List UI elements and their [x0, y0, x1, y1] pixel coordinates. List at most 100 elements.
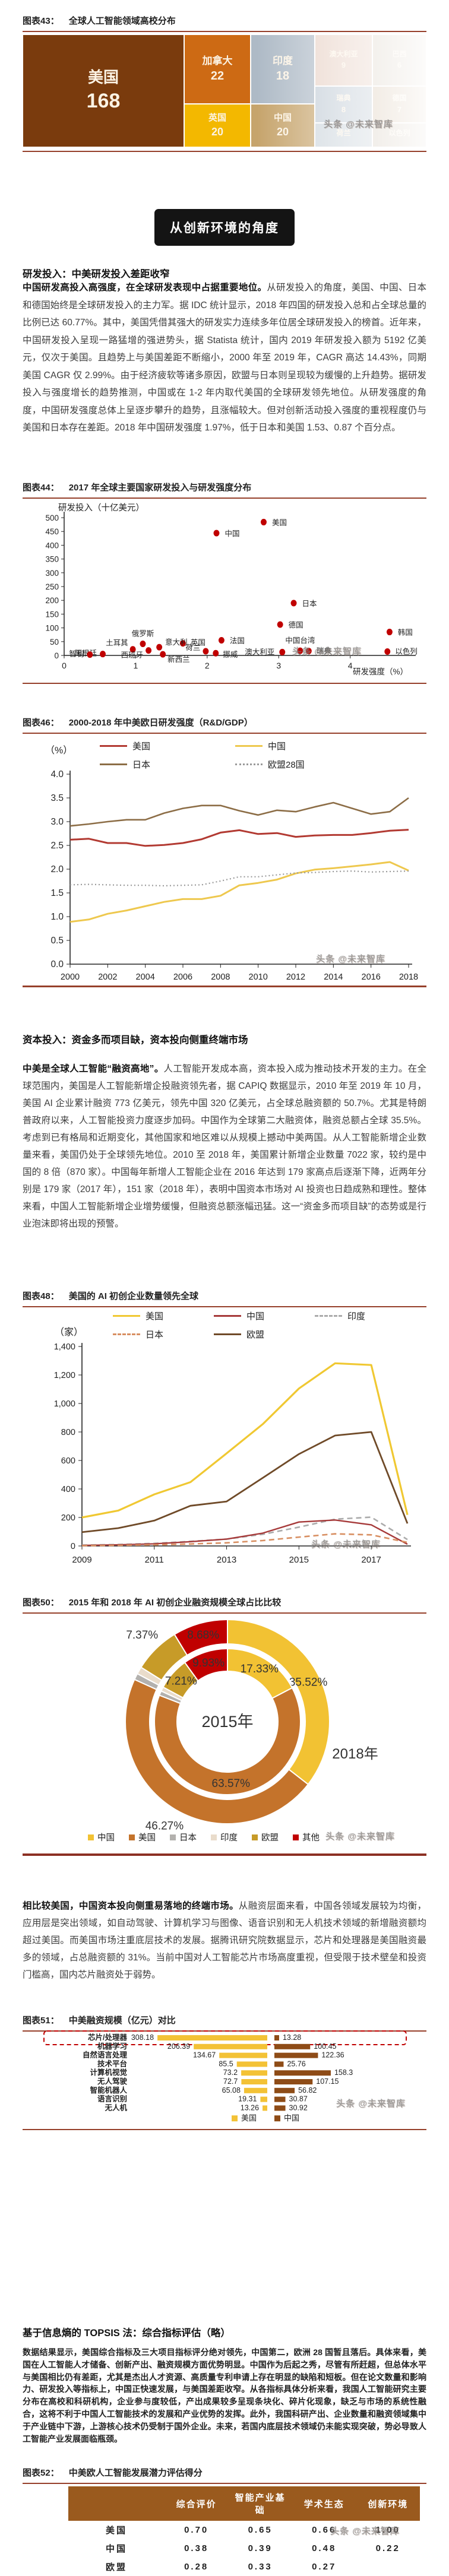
fig50-title-text: 2015 年和 2018 年 AI 初创企业融资规模全球占比比较	[68, 1598, 282, 1608]
svg-text:4.0: 4.0	[50, 769, 64, 780]
svg-text:智利: 智利	[69, 649, 84, 658]
svg-text:自然语言处理: 自然语言处理	[83, 2051, 128, 2059]
svg-text:72.7: 72.7	[223, 2077, 238, 2086]
legend-swatch	[113, 1333, 140, 1335]
svg-text:206.39: 206.39	[167, 2042, 190, 2051]
fig50-title: 图表50： 2015 年和 2018 年 AI 初创企业融资规模全球占比比较	[23, 1596, 426, 1614]
fig43-title: 图表43： 全球人工智能领域高校分布	[23, 14, 426, 32]
legend-swatch	[214, 1333, 241, 1335]
legend-swatch	[235, 745, 263, 747]
svg-text:新西兰: 新西兰	[167, 655, 190, 664]
table-cell: 0.66	[312, 2525, 337, 2535]
watermark: 头条 @未来智库	[311, 1539, 381, 1550]
table-cell: 0.39	[248, 2543, 273, 2553]
legend-swatch	[211, 1834, 217, 1840]
svg-text:63.57%: 63.57%	[212, 1777, 251, 1790]
svg-text:300: 300	[45, 569, 59, 578]
svg-text:1,200: 1,200	[54, 1371, 75, 1380]
svg-text:2015: 2015	[289, 1555, 309, 1565]
fig46-title-prefix: 图表46：	[23, 718, 59, 728]
svg-text:25.76: 25.76	[287, 2059, 305, 2068]
svg-text:技术平台: 技术平台	[97, 2059, 127, 2068]
svg-text:85.5: 85.5	[219, 2059, 233, 2068]
section-banner: 从创新环境的角度	[154, 209, 295, 246]
legend-item: 美国	[100, 740, 235, 752]
table-row: 美国 0.70 0.65 0.66 1.00	[68, 2521, 420, 2539]
legend-swatch	[214, 1315, 241, 1317]
svg-text:600: 600	[61, 1456, 75, 1466]
legend-item: 欧盟28国	[235, 758, 371, 771]
paragraph-2: 中美是全球人工智能“融资高地”。人工智能开发成本高，资本投入成为推动技术开发的主…	[23, 1060, 426, 1232]
fig46-unit-label: （%）	[45, 746, 73, 756]
svg-text:1.0: 1.0	[50, 912, 64, 922]
fig46-chart: 0.0 0.5 1.0 1.5 2.0 2.5 3.0 3.5 4.0 2000 2002 2004 2…	[50, 769, 418, 982]
fig44-title: 图表44： 2017 年全球主要国家研发投入与研发强度分布	[23, 481, 426, 499]
svg-text:107.15: 107.15	[316, 2077, 339, 2086]
table-cell: 0.28	[184, 2562, 209, 2572]
svg-text:2012: 2012	[286, 972, 305, 982]
svg-text:2011: 2011	[145, 1555, 164, 1565]
fig48-chart: 0 200 400 600 800 1,000 1,200 1,400 2009 2011 2013…	[54, 1342, 411, 1565]
paragraph-2-lead: 中美是全球人工智能“融资高地”。	[23, 1064, 164, 1074]
watermark: 头条 @未来智库	[325, 1832, 395, 1842]
paragraph-1-body: 从研发投入的角度，美国、中国、日本和德国始终是全球研发投入的主力军。据 IDC …	[23, 283, 426, 433]
svg-text:3.5: 3.5	[50, 793, 64, 803]
treemap: 以色列 荷兰 德国 7 瑞典 8 巴西 6 澳大利亚 9 中国 20 印度 18 英国 20 加拿大 22 美国 16…	[23, 34, 426, 147]
svg-text:0: 0	[54, 651, 59, 660]
svg-text:308.18: 308.18	[131, 2033, 154, 2042]
legend-item: 印度	[211, 1831, 238, 1843]
fig51-title: 图表51： 中美融资规模（亿元）对比	[23, 2014, 426, 2032]
legend-swatch	[293, 1834, 299, 1840]
svg-text:100.45: 100.45	[314, 2042, 336, 2051]
svg-text:研发投入（十亿美元）: 研发投入（十亿美元）	[58, 503, 144, 513]
svg-text:56.82: 56.82	[298, 2086, 317, 2095]
table-row: 欧盟 0.28 0.33 0.27	[68, 2558, 420, 2576]
svg-text:30.87: 30.87	[289, 2095, 308, 2103]
svg-text:100: 100	[45, 624, 59, 633]
table-cell	[356, 2558, 420, 2576]
fig44-title-prefix: 图表44：	[23, 483, 59, 493]
fig43-title-prefix: 图表43：	[23, 16, 59, 26]
svg-text:2: 2	[205, 661, 210, 670]
fig51-title-prefix: 图表51：	[23, 2016, 59, 2026]
svg-text:2.0: 2.0	[50, 864, 64, 874]
fig52-title-prefix: 图表52：	[23, 2468, 59, 2478]
fig51-title-text: 中美融资规模（亿元）对比	[68, 2016, 176, 2026]
svg-text:500: 500	[45, 514, 59, 522]
svg-text:250: 250	[45, 582, 59, 591]
svg-text:800: 800	[61, 1428, 75, 1437]
table-cell: 0.65	[248, 2525, 273, 2535]
svg-text:2014: 2014	[324, 972, 343, 982]
table-cell: 0.33	[248, 2562, 273, 2572]
watermark: 头条 @未来智库	[316, 954, 385, 964]
legend-item: 日本	[100, 758, 235, 771]
svg-text:1: 1	[134, 661, 138, 670]
svg-text:研发强度（%）: 研发强度（%）	[353, 667, 408, 676]
legend-swatch	[113, 1315, 140, 1317]
svg-text:200: 200	[61, 1513, 75, 1523]
table-cell: 0.27	[312, 2562, 337, 2572]
svg-text:俄罗斯: 俄罗斯	[132, 630, 154, 638]
svg-text:2017: 2017	[361, 1555, 381, 1565]
svg-text:2.5: 2.5	[50, 841, 64, 851]
svg-text:35.52%: 35.52%	[289, 1676, 328, 1688]
svg-text:2016: 2016	[362, 972, 381, 982]
treemap-cell: 加拿大 22	[184, 34, 251, 104]
paragraph-3-lead: 相比较美国，中国资本投向侧重易落地的终端市场。	[23, 1901, 239, 1911]
svg-text:日本: 日本	[302, 600, 318, 608]
svg-text:德国: 德国	[289, 620, 303, 629]
legend-swatch	[170, 1834, 176, 1840]
svg-text:美国: 美国	[272, 518, 287, 527]
table-row-header: 中国	[105, 2544, 127, 2554]
svg-text:0: 0	[62, 661, 67, 670]
legend-swatch	[129, 1834, 135, 1840]
table-col-header: 创新环境	[356, 2486, 420, 2521]
svg-text:450: 450	[45, 527, 59, 536]
svg-text:1.5: 1.5	[50, 888, 64, 898]
svg-text:中国台湾: 中国台湾	[285, 636, 315, 645]
table-cell: 0.48	[312, 2543, 337, 2553]
svg-text:17.33%: 17.33%	[241, 1663, 279, 1675]
fig52-table-head: 综合评价 智能产业基础 学术生态 创新环境	[68, 2486, 420, 2521]
legend-item: 其他	[293, 1831, 320, 1843]
heading-capital-investment: 资本投入：资金多而项目缺，资本投向侧重终端市场	[23, 1035, 248, 1045]
